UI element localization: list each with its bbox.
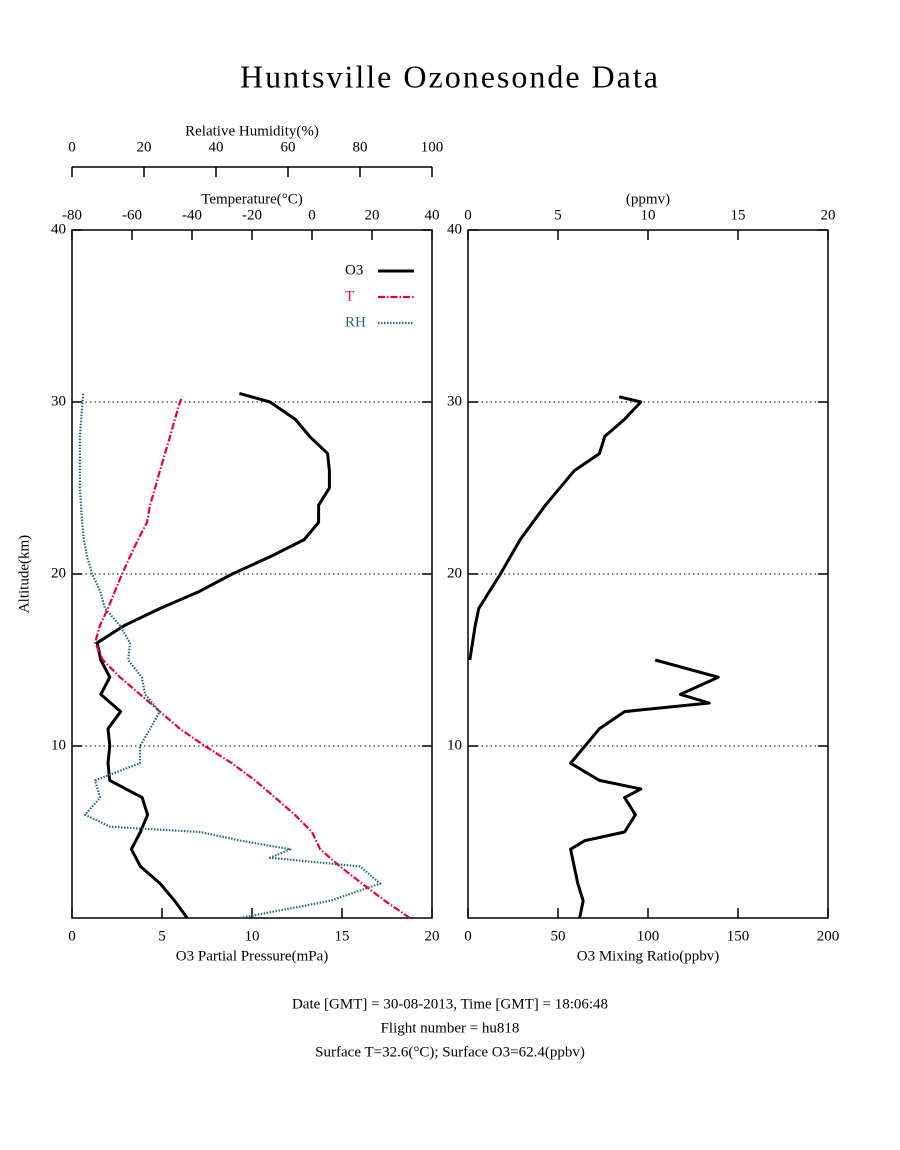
x3-tick-label: 80 <box>353 139 368 155</box>
footer-line: Date [GMT] = 30-08-2013, Time [GMT] = 18… <box>292 996 608 1012</box>
y-axis-label: Altitude(km) <box>16 535 32 613</box>
y-tick-label: 10 <box>51 737 66 753</box>
legend-label: RH <box>345 314 366 330</box>
x-tick-label: 15 <box>335 928 350 944</box>
x2-tick-label: -80 <box>62 207 82 223</box>
x-tick-label: 100 <box>637 928 660 944</box>
x2-tick-label: 10 <box>641 207 656 223</box>
x-axis-label: O3 Partial Pressure(mPa) <box>176 948 328 964</box>
x3-axis-label: Relative Humidity(%) <box>185 123 319 139</box>
page-title: Huntsville Ozonesonde Data <box>240 58 660 94</box>
x2-tick-label: 15 <box>731 207 746 223</box>
series-line <box>468 395 720 919</box>
x2-tick-label: 40 <box>425 207 440 223</box>
x2-axis-label: Temperature(°C) <box>201 191 303 207</box>
x3-tick-label: 0 <box>68 139 76 155</box>
footer-line: Flight number = hu818 <box>381 1020 520 1036</box>
x2-tick-label: 5 <box>554 207 562 223</box>
y-tick-label: 30 <box>51 393 66 409</box>
y-tick-label: 20 <box>51 565 66 581</box>
x-tick-label: 20 <box>425 928 440 944</box>
x2-tick-label: 20 <box>821 207 836 223</box>
x2-axis-label: (ppmv) <box>626 191 670 207</box>
series-line <box>94 396 411 919</box>
x2-tick-label: 20 <box>365 207 380 223</box>
legend-label: T <box>345 288 354 304</box>
x-tick-label: 50 <box>551 928 566 944</box>
x3-tick-label: 20 <box>137 139 152 155</box>
y-tick-label: 40 <box>51 221 66 237</box>
x3-tick-label: 40 <box>209 139 224 155</box>
series-line <box>78 393 382 920</box>
x-tick-label: 5 <box>158 928 166 944</box>
y-tick-label: 10 <box>447 737 462 753</box>
x-tick-label: 0 <box>68 928 76 944</box>
x2-tick-label: -60 <box>122 207 142 223</box>
x3-tick-label: 100 <box>421 139 444 155</box>
x-tick-label: 150 <box>727 928 750 944</box>
x-tick-label: 0 <box>464 928 472 944</box>
x3-tick-label: 60 <box>281 139 296 155</box>
legend-label: O3 <box>345 262 363 278</box>
x-tick-label: 200 <box>817 928 840 944</box>
x2-tick-label: -20 <box>242 207 262 223</box>
x-axis-label: O3 Mixing Ratio(ppbv) <box>577 948 720 964</box>
x-tick-label: 10 <box>245 928 260 944</box>
footer-line: Surface T=32.6(°C); Surface O3=62.4(ppbv… <box>315 1044 585 1060</box>
x2-tick-label: 0 <box>464 207 472 223</box>
x2-tick-label: 0 <box>308 207 316 223</box>
y-tick-label: 20 <box>447 565 462 581</box>
y-tick-label: 40 <box>447 221 462 237</box>
y-tick-label: 30 <box>447 393 462 409</box>
x2-tick-label: -40 <box>182 207 202 223</box>
